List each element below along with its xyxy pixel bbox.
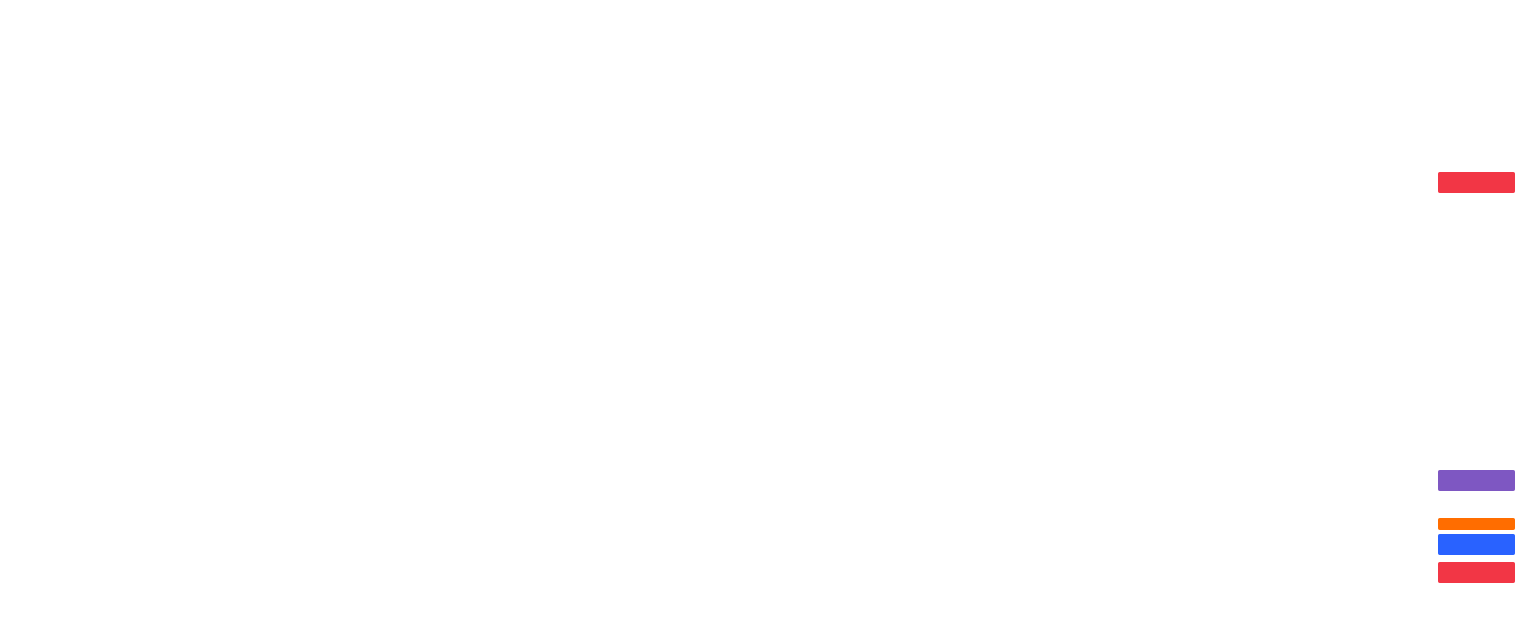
- macd-hist-badge: [1438, 562, 1515, 583]
- macd-legend: [14, 537, 47, 554]
- rsi-legend: [14, 430, 23, 447]
- macd-line-badge: [1438, 534, 1515, 555]
- price-badge: [1438, 172, 1515, 193]
- main-legend: [14, 13, 74, 31]
- macd-signal-badge: [1438, 518, 1515, 530]
- rsi-badge: [1438, 470, 1515, 491]
